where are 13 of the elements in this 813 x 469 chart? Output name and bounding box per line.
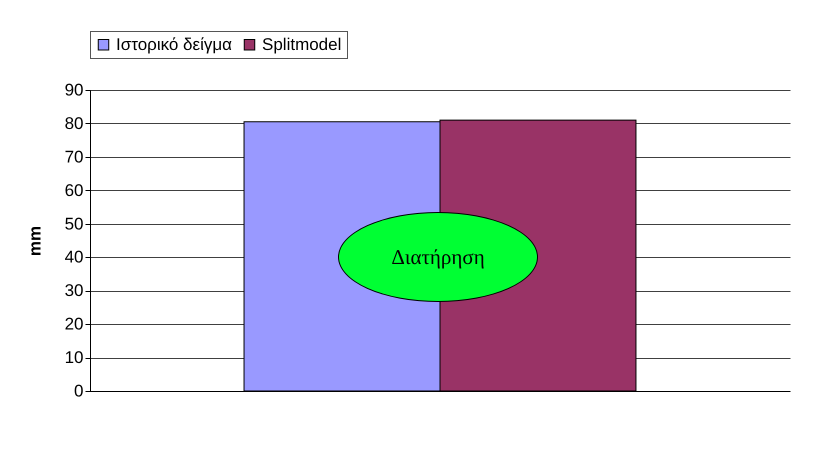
legend-label: Ιστορικό δείγμα [116, 34, 232, 54]
y-tick-label: 80 [64, 114, 84, 133]
y-tick-label: 0 [74, 382, 84, 400]
y-tick-label: 60 [64, 180, 84, 200]
y-tick-label: 50 [64, 214, 84, 234]
y-tick-label: 20 [64, 314, 84, 334]
legend-label: Splitmodel [262, 34, 342, 54]
y-tick-label: 40 [64, 248, 84, 267]
y-tick-label: 70 [64, 147, 84, 166]
y-tick-label: 30 [64, 281, 84, 300]
y-tick-label: 10 [64, 348, 84, 368]
y-tick-label: 90 [64, 80, 84, 100]
y-axis-title: mm [26, 226, 45, 256]
